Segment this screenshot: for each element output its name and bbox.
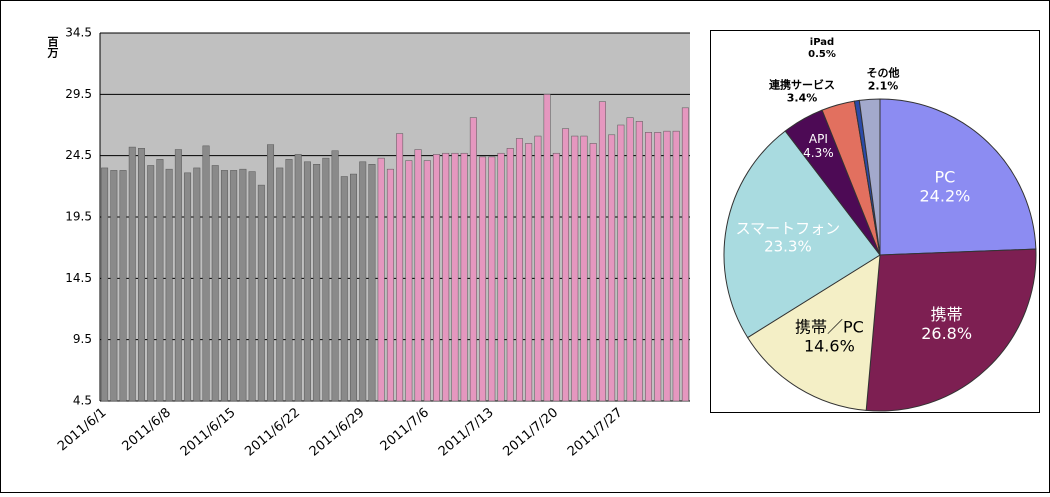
slice-value: 23.3% bbox=[764, 238, 812, 256]
bar bbox=[534, 135, 542, 402]
bar bbox=[128, 146, 136, 402]
bar bbox=[119, 170, 127, 402]
bar bbox=[469, 117, 477, 402]
bar bbox=[562, 128, 570, 402]
slice-value: 14.6% bbox=[804, 337, 855, 356]
bar bbox=[377, 157, 385, 402]
bar bbox=[654, 132, 662, 402]
slice-label: スマートフォン bbox=[736, 220, 841, 238]
bar bbox=[248, 171, 256, 402]
y-tick-label: 24.5 bbox=[65, 148, 92, 162]
bar bbox=[423, 160, 431, 402]
bar bbox=[110, 170, 118, 402]
bar bbox=[525, 143, 533, 402]
slice-value: 3.4% bbox=[787, 92, 818, 105]
slice-label: PC bbox=[935, 167, 956, 186]
slice-value: 4.3% bbox=[803, 146, 834, 160]
bar bbox=[138, 148, 145, 402]
pie-slice bbox=[723, 130, 881, 339]
bar bbox=[681, 107, 689, 402]
y-tick-label: 9.5 bbox=[73, 332, 92, 346]
bar bbox=[340, 176, 348, 402]
slice-value: 26.8% bbox=[921, 324, 972, 343]
bar bbox=[552, 152, 560, 402]
bar bbox=[635, 121, 643, 402]
bar bbox=[294, 154, 302, 402]
y-tick-label: 14.5 bbox=[65, 271, 92, 285]
bar bbox=[442, 152, 450, 402]
bar bbox=[645, 132, 652, 402]
bar bbox=[101, 167, 109, 402]
bar bbox=[608, 134, 616, 402]
bar bbox=[580, 135, 588, 402]
y-tick-label: 4.5 bbox=[73, 394, 92, 408]
bar bbox=[368, 164, 376, 402]
bar bbox=[267, 144, 275, 402]
bar bbox=[350, 173, 357, 402]
bar bbox=[211, 165, 219, 402]
bar bbox=[479, 156, 487, 402]
bar bbox=[488, 156, 496, 402]
bar bbox=[359, 161, 367, 402]
bar bbox=[165, 168, 173, 402]
bar bbox=[276, 167, 284, 402]
slice-label: iPad bbox=[810, 37, 834, 48]
slice-value: 0.5% bbox=[808, 49, 836, 60]
bar bbox=[193, 167, 201, 402]
bar bbox=[239, 168, 247, 402]
bar bbox=[184, 172, 192, 402]
bar bbox=[414, 149, 422, 402]
bar bbox=[571, 135, 579, 402]
slice-label: その他 bbox=[867, 65, 900, 79]
pie-slice bbox=[858, 98, 881, 256]
slice-value: 24.2% bbox=[920, 187, 971, 206]
bar bbox=[451, 152, 459, 402]
pie-slice bbox=[879, 98, 1037, 256]
bar bbox=[285, 159, 293, 402]
bar bbox=[331, 150, 339, 402]
slice-label: 携帯 bbox=[931, 305, 963, 324]
bar bbox=[313, 164, 321, 402]
bar bbox=[598, 101, 606, 402]
slice-value: 2.1% bbox=[868, 80, 899, 93]
bar bbox=[663, 130, 671, 402]
bar bbox=[174, 149, 182, 402]
bar bbox=[257, 184, 265, 402]
pie-slice bbox=[865, 248, 1037, 412]
slice-label: 携帯／PC bbox=[795, 317, 864, 336]
y-tick-label: 29.5 bbox=[65, 87, 92, 101]
bar bbox=[497, 152, 505, 402]
bar bbox=[515, 138, 523, 402]
bar bbox=[433, 154, 440, 402]
bar bbox=[405, 160, 413, 402]
bar bbox=[230, 170, 238, 402]
bar bbox=[396, 133, 404, 402]
bar bbox=[672, 130, 680, 402]
bar bbox=[156, 159, 164, 402]
y-tick-label: 19.5 bbox=[65, 210, 92, 224]
bar bbox=[460, 152, 468, 402]
bar bbox=[617, 124, 625, 402]
bar bbox=[506, 148, 514, 402]
bar bbox=[220, 170, 228, 402]
bar bbox=[303, 161, 311, 402]
bar bbox=[147, 165, 155, 402]
bar bbox=[386, 168, 394, 402]
bar bbox=[202, 145, 210, 402]
bar bbox=[543, 94, 551, 402]
bar bbox=[589, 143, 597, 402]
y-tick-label: 34.5 bbox=[65, 26, 92, 40]
bar bbox=[626, 117, 634, 402]
bar bbox=[322, 157, 330, 402]
slice-label: 連携サービス bbox=[769, 77, 835, 91]
slice-label: API bbox=[809, 132, 828, 146]
pie-slice bbox=[746, 254, 881, 411]
y-axis-unit: 百万 bbox=[46, 36, 60, 59]
